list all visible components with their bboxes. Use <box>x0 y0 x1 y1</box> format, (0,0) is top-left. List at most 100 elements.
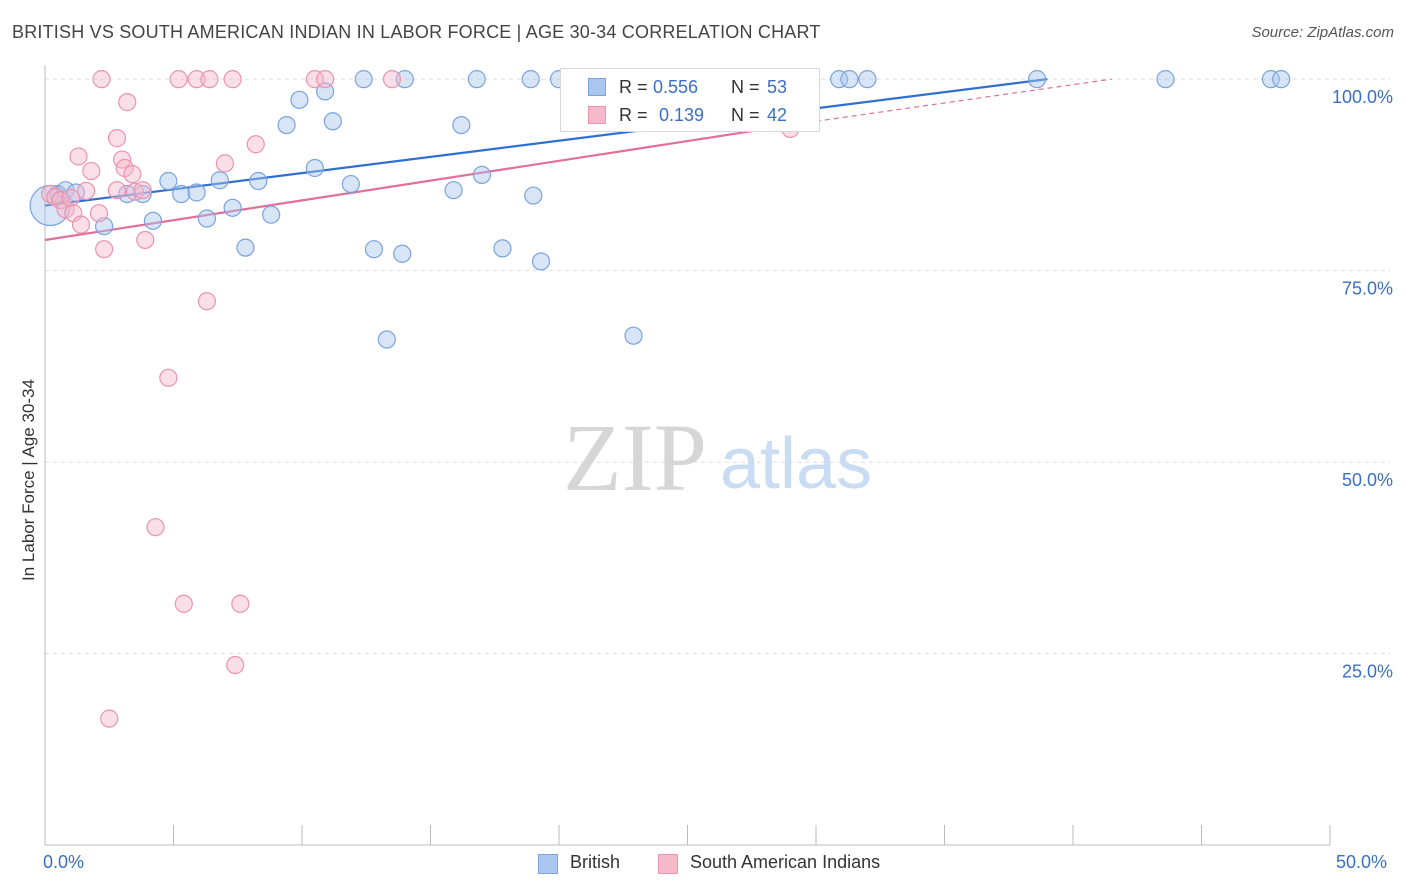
british-point <box>830 70 849 89</box>
british-point <box>159 171 178 191</box>
british-point <box>393 244 412 263</box>
british-point <box>377 330 396 349</box>
sa-point <box>223 70 242 89</box>
sa-point <box>133 181 152 200</box>
british-point <box>262 205 281 224</box>
legend-sa-swatch <box>658 854 678 874</box>
legend-british-label: British <box>570 852 621 872</box>
british-point <box>236 238 255 257</box>
british-point <box>493 239 512 258</box>
british-point <box>364 240 384 259</box>
legend-sa-label: South American Indians <box>690 852 881 872</box>
sa-point <box>95 240 114 259</box>
british-point <box>197 209 217 228</box>
legend-row-british: R = 0.556 N = 53 <box>561 73 819 101</box>
series-south-american-indians <box>41 70 800 728</box>
british-swatch <box>588 78 606 96</box>
sa-point <box>159 368 178 387</box>
y-tick-label: 100.0% <box>1332 87 1393 107</box>
sa-point <box>231 594 250 613</box>
sa-point <box>71 215 91 234</box>
british-point <box>521 70 540 89</box>
axes <box>44 65 1331 846</box>
legend-item-british: British <box>538 852 658 878</box>
sa-point <box>118 93 137 112</box>
sa-point <box>316 70 335 89</box>
sa-n-value: 42 <box>767 105 788 125</box>
sa-point <box>246 135 265 154</box>
british-point <box>305 158 324 178</box>
sa-point <box>136 230 155 250</box>
british-point <box>249 171 268 191</box>
british-point <box>467 70 486 89</box>
sa-point <box>200 70 219 89</box>
sa-point <box>41 184 60 204</box>
y-tick-label: 25.0% <box>1342 662 1393 682</box>
chart-title: BRITISH VS SOUTH AMERICAN INDIAN IN LABO… <box>12 22 821 42</box>
british-point <box>395 70 414 89</box>
x-tick-min: 0.0% <box>43 852 85 872</box>
sa-trendline-extension <box>815 78 1112 122</box>
sa-point <box>169 70 188 89</box>
british-point <box>223 198 242 217</box>
y-tick-label: 75.0% <box>1342 279 1393 299</box>
british-point <box>341 174 360 194</box>
stats-legend: R = 0.556 N = 53 R = 0.139 N = 42 <box>560 68 820 132</box>
british-point <box>172 184 191 204</box>
y-axis-label: In Labor Force | Age 30-34 <box>19 379 38 581</box>
british-point <box>1261 70 1280 89</box>
y-tick-labels: 25.0% 50.0% 75.0% 100.0% <box>1332 87 1393 681</box>
british-n-value: 53 <box>767 77 788 97</box>
sa-trendline <box>44 120 817 242</box>
british-point <box>858 70 877 89</box>
british-point <box>524 186 543 205</box>
sa-point <box>92 70 111 89</box>
british-point <box>143 211 163 230</box>
sa-point <box>82 161 101 181</box>
british-point <box>624 326 643 345</box>
sa-point <box>89 204 109 223</box>
sa-swatch <box>588 106 606 124</box>
sa-point <box>187 70 206 89</box>
british-r-label: R = <box>619 77 648 97</box>
watermark-atlas: atlas <box>720 424 872 504</box>
british-point <box>323 112 342 131</box>
british-point <box>531 252 551 271</box>
british-point <box>452 115 471 135</box>
british-point <box>472 165 491 184</box>
sa-point <box>61 188 80 207</box>
sa-point <box>100 709 119 728</box>
british-point <box>444 181 463 200</box>
sa-r-value: 0.139 <box>659 105 705 125</box>
sa-point <box>146 518 165 537</box>
sa-point <box>215 154 234 173</box>
british-point <box>1156 70 1175 89</box>
british-point <box>1272 70 1291 89</box>
british-point <box>277 115 296 135</box>
source-label: Source: ZipAtlas.com <box>1251 24 1394 41</box>
sa-point <box>123 165 142 184</box>
sa-point <box>77 181 96 201</box>
british-n-label: N = <box>731 77 760 97</box>
sa-point <box>197 292 217 311</box>
y-tick-label: 50.0% <box>1342 470 1393 490</box>
watermark-zip: ZIP <box>563 404 707 511</box>
x-tick-max: 50.0% <box>1336 852 1388 872</box>
legend-item-sa: South American Indians <box>658 852 918 878</box>
sa-point <box>46 187 65 207</box>
sa-point <box>305 70 324 89</box>
sa-r-label: R = <box>619 105 648 125</box>
sa-point <box>69 147 88 166</box>
british-point <box>840 70 859 89</box>
sa-point <box>382 70 402 89</box>
british-point <box>290 90 309 109</box>
grid-lines <box>45 78 1390 655</box>
british-point <box>354 70 373 89</box>
sa-n-label: N = <box>731 105 760 125</box>
sa-point <box>107 129 127 148</box>
british-point <box>1027 70 1047 89</box>
y-axis-label-wrap: In Labor Force | Age 30-34 <box>14 330 44 630</box>
sa-point <box>107 181 127 200</box>
sa-point <box>226 655 245 675</box>
